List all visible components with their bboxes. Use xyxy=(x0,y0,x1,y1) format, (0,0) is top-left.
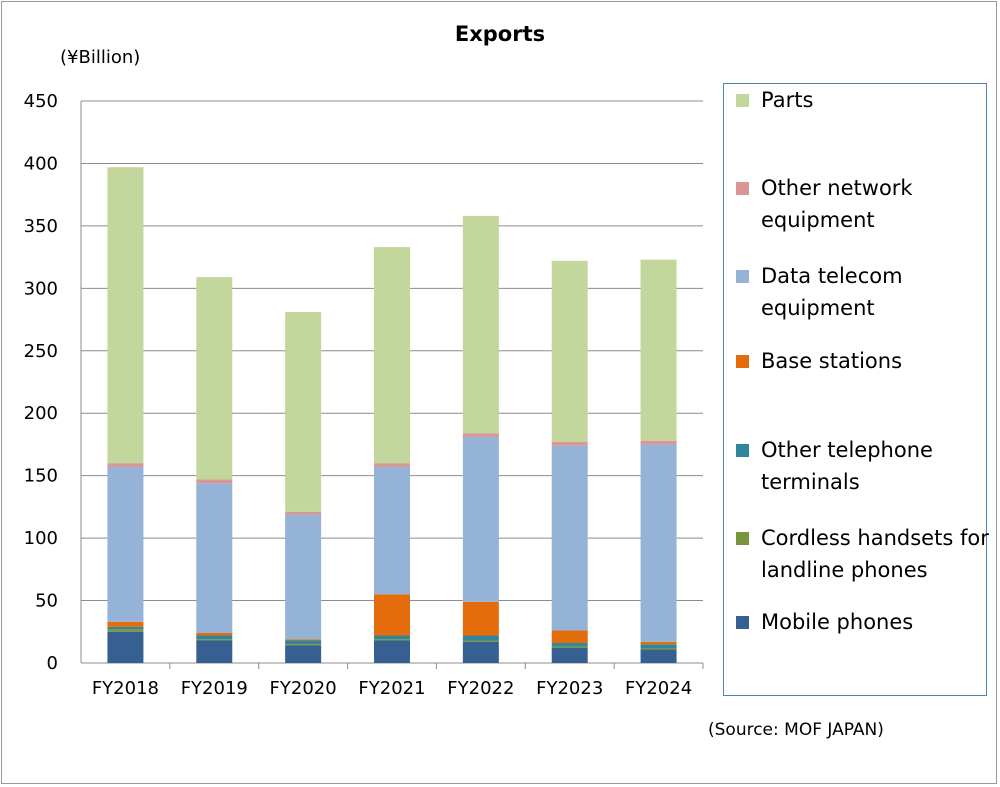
chart-title: Exports xyxy=(454,22,546,46)
bar-mobile-phones-fy2022 xyxy=(462,641,499,663)
bar-mobile-phones-fy2020 xyxy=(285,645,322,663)
bar-base-stations-fy2024 xyxy=(640,641,677,645)
bar-data-telecom-equipment-fy2023 xyxy=(551,445,588,631)
bar-other-telephone-terminals-fy2018 xyxy=(107,626,144,630)
bar-other-network-equipment-fy2020 xyxy=(285,511,322,515)
bar-data-telecom-equipment-fy2022 xyxy=(462,436,499,602)
bar-base-stations-fy2019 xyxy=(196,633,233,636)
bar-mobile-phones-fy2024 xyxy=(640,649,677,663)
bar-parts-fy2024 xyxy=(640,259,677,441)
legend-swatch xyxy=(736,616,749,629)
bar-cordless-handsets-for-landline-phones-fy2022 xyxy=(462,640,499,642)
bar-cordless-handsets-for-landline-phones-fy2018 xyxy=(107,629,144,632)
bar-parts-fy2021 xyxy=(374,247,410,464)
bar-other-network-equipment-fy2024 xyxy=(640,440,677,445)
bar-other-network-equipment-fy2018 xyxy=(107,463,144,467)
source-note: (Source: MOF JAPAN) xyxy=(708,720,884,740)
bar-base-stations-fy2018 xyxy=(107,621,144,627)
x-tick-label: FY2019 xyxy=(181,678,248,699)
legend-swatch xyxy=(736,355,749,368)
bar-parts-fy2022 xyxy=(462,215,499,434)
legend-swatch xyxy=(736,270,749,283)
bar-cordless-handsets-for-landline-phones-fy2021 xyxy=(374,639,410,641)
bar-other-network-equipment-fy2022 xyxy=(462,433,499,437)
bar-base-stations-fy2021 xyxy=(374,594,410,636)
bar-parts-fy2019 xyxy=(196,277,233,480)
x-tick-label: FY2018 xyxy=(92,678,159,699)
bar-base-stations-fy2022 xyxy=(462,601,499,636)
y-tick-label: 250 xyxy=(24,341,58,362)
legend-label: Parts xyxy=(761,88,814,112)
x-tick-label: FY2024 xyxy=(625,678,692,699)
y-tick-label: 150 xyxy=(24,466,58,487)
bar-base-stations-fy2020 xyxy=(285,639,322,641)
bar-other-telephone-terminals-fy2024 xyxy=(640,644,677,649)
bar-data-telecom-equipment-fy2024 xyxy=(640,444,677,642)
bar-cordless-handsets-for-landline-phones-fy2020 xyxy=(285,644,322,646)
bar-base-stations-fy2023 xyxy=(551,630,588,644)
bar-other-telephone-terminals-fy2023 xyxy=(551,643,588,647)
bar-other-network-equipment-fy2023 xyxy=(551,441,588,446)
legend-label: Mobile phones xyxy=(761,610,914,634)
bar-mobile-phones-fy2019 xyxy=(196,640,233,663)
bar-cordless-handsets-for-landline-phones-fy2019 xyxy=(196,639,233,641)
legend-swatch xyxy=(736,182,749,195)
bar-other-telephone-terminals-fy2019 xyxy=(196,635,233,640)
bar-other-telephone-terminals-fy2020 xyxy=(285,640,322,645)
y-tick-label: 200 xyxy=(24,403,58,424)
legend-label: Data telecom equipment xyxy=(761,264,903,320)
legend: Parts Other network equipment Data telecom… xyxy=(723,83,989,696)
bar-cordless-handsets-for-landline-phones-fy2024 xyxy=(640,648,677,650)
bar-mobile-phones-fy2018 xyxy=(107,631,144,663)
bar-other-telephone-terminals-fy2022 xyxy=(462,635,499,641)
y-tick-label: 50 xyxy=(35,591,58,612)
y-tick-label: 400 xyxy=(24,153,58,174)
bar-other-network-equipment-fy2019 xyxy=(196,479,233,484)
chart-plot: 0 50 100 150 200 250 300 350 400 450 FY2018 FY2019 F… xyxy=(24,91,704,699)
legend-swatch xyxy=(736,94,749,107)
bar-data-telecom-equipment-fy2019 xyxy=(196,483,233,634)
legend-swatch xyxy=(736,532,749,545)
bar-data-telecom-equipment-fy2020 xyxy=(285,514,322,640)
bar-data-telecom-equipment-fy2021 xyxy=(374,466,410,595)
bar-other-telephone-terminals-fy2021 xyxy=(374,635,410,640)
y-tick-label: 450 xyxy=(24,91,58,112)
y-axis-unit-label: (¥Billion) xyxy=(60,47,141,68)
bar-mobile-phones-fy2023 xyxy=(551,648,588,663)
bar-other-network-equipment-fy2021 xyxy=(374,463,410,467)
legend-label: Cordless handsets for landline phones xyxy=(761,526,989,582)
x-tick-label: FY2020 xyxy=(270,678,337,699)
legend-label: Base stations xyxy=(761,349,903,373)
legend-label: Other network equipment xyxy=(761,176,913,232)
x-tick-label: FY2021 xyxy=(358,678,425,699)
bar-parts-fy2018 xyxy=(107,167,144,464)
bar-cordless-handsets-for-landline-phones-fy2023 xyxy=(551,646,588,649)
y-tick-label: 350 xyxy=(24,216,58,237)
legend-label: Other telephone terminals xyxy=(761,438,933,494)
legend-swatch xyxy=(736,444,749,457)
bar-data-telecom-equipment-fy2018 xyxy=(107,466,144,622)
x-tick-label: FY2023 xyxy=(536,678,603,699)
y-tick-label: 100 xyxy=(24,528,58,549)
x-tick-label: FY2022 xyxy=(447,678,514,699)
bar-mobile-phones-fy2021 xyxy=(374,640,410,663)
bar-parts-fy2020 xyxy=(285,312,322,512)
y-tick-label: 0 xyxy=(47,653,58,674)
bar-parts-fy2023 xyxy=(551,260,588,442)
y-tick-label: 300 xyxy=(24,278,58,299)
